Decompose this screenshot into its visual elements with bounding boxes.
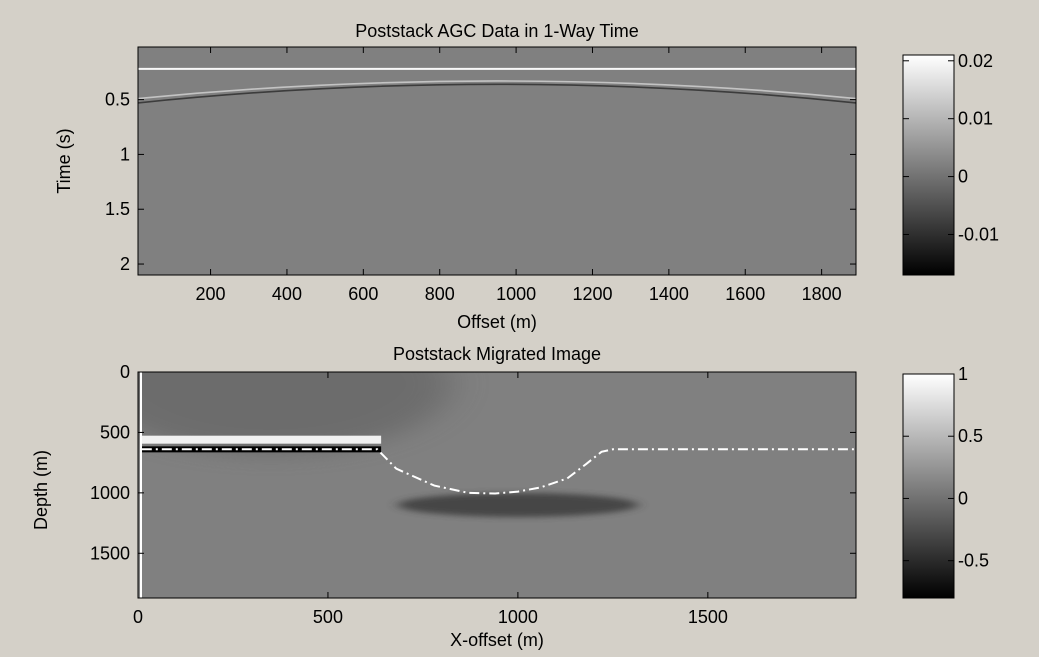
agc-events: [138, 67, 856, 104]
colorbar-tick-label: -0.01: [958, 224, 999, 244]
agc-colorbar: 0.02 0.01 0 -0.01: [902, 51, 999, 276]
y-tick-label: 2: [120, 254, 130, 274]
colorbar-tick-label: 0: [958, 167, 968, 187]
colorbar-tick-label: 0: [958, 488, 968, 508]
agc-colorbar-gradient: [902, 54, 955, 276]
x-tick-label: 800: [425, 284, 455, 304]
dark-smear: [397, 492, 638, 517]
migrated-y-ticks: 0 500 1000 1500: [90, 362, 856, 563]
x-tick-label: 0: [133, 607, 143, 627]
agc-axes-frame: [137, 46, 857, 276]
migration-smile: [138, 372, 451, 455]
agc-x-ticks: 200 400 600 800 1000 1200 1400 1600 1800: [196, 47, 842, 304]
y-tick-label: 0.5: [105, 90, 130, 110]
y-tick-label: 1500: [90, 543, 130, 563]
agc-panel: Poststack AGC Data in 1-Way Time 200 400 6…: [54, 21, 857, 332]
colorbar-tick-label: 0.5: [958, 426, 983, 446]
diffraction-curve: [138, 83, 856, 104]
migrated-axes-frame: [137, 371, 857, 599]
y-tick-label: 1.5: [105, 199, 130, 219]
x-tick-label: 1400: [649, 284, 689, 304]
x-tick-label: 1800: [802, 284, 842, 304]
x-tick-label: 200: [196, 284, 226, 304]
migrated-panel: Poststack Migrated Image 0 500 1000 1500 0 5…: [31, 344, 857, 650]
colorbar-tick-label: -0.5: [958, 551, 989, 571]
y-tick-label: 1: [120, 144, 130, 164]
y-tick-label: 1000: [90, 483, 130, 503]
colorbar-tick-label: 0.01: [958, 109, 993, 129]
model-overlay-line: [141, 448, 856, 495]
agc-ylabel: Time (s): [54, 128, 74, 193]
x-tick-label: 400: [272, 284, 302, 304]
x-tick-label: 1500: [688, 607, 728, 627]
migrated-colorbar-gradient: [902, 373, 955, 599]
dark-reflector: [141, 446, 382, 453]
migrated-title: Poststack Migrated Image: [393, 344, 601, 364]
y-tick-label: 500: [100, 422, 130, 442]
migrated-xlabel: X-offset (m): [450, 630, 544, 650]
x-tick-label: 1000: [496, 284, 536, 304]
x-tick-label: 600: [348, 284, 378, 304]
migrated-colorbar-ticks: 1 0.5 0 -0.5: [903, 364, 989, 571]
x-tick-label: 500: [313, 607, 343, 627]
migrated-ylabel: Depth (m): [31, 450, 51, 530]
bright-reflector: [141, 435, 382, 444]
diffraction-curve: [138, 80, 856, 100]
migrated-events: [138, 372, 856, 598]
agc-colorbar-ticks: 0.02 0.01 0 -0.01: [903, 51, 999, 244]
x-tick-label: 1000: [498, 607, 538, 627]
y-tick-label: 0: [120, 362, 130, 382]
agc-y-ticks: 0.5 1 1.5 2: [105, 90, 856, 274]
x-tick-label: 1200: [572, 284, 612, 304]
migrated-colorbar: 1 0.5 0 -0.5: [902, 364, 989, 599]
migrated-x-ticks: 0 500 1000 1500: [133, 372, 728, 627]
colorbar-tick-label: 1: [958, 364, 968, 384]
colorbar-tick-label: 0.02: [958, 51, 993, 71]
agc-title: Poststack AGC Data in 1-Way Time: [355, 21, 638, 41]
x-tick-label: 1600: [725, 284, 765, 304]
agc-xlabel: Offset (m): [457, 312, 537, 332]
